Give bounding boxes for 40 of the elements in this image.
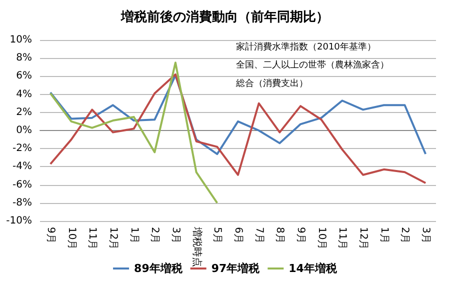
x-tick-label: 11月: [336, 227, 348, 250]
legend-label: 97年増税: [211, 262, 261, 275]
x-tick-label: 1月: [128, 227, 140, 244]
x-tick-label: 1月: [378, 227, 390, 244]
y-tick-label: -4%: [12, 161, 32, 172]
y-tick-label: -6%: [12, 179, 32, 190]
x-tick-label: 12月: [358, 227, 369, 250]
y-tick-label: 8%: [16, 52, 32, 64]
x-tick-label: 9月: [295, 227, 306, 244]
annotation: 家計消費水準指数（2010年基準）: [236, 42, 376, 53]
x-tick-label: 3月: [420, 227, 432, 244]
x-tick-label: 3月: [170, 227, 181, 244]
y-tick-label: 2%: [16, 106, 32, 118]
y-tick-label: 0%: [16, 125, 32, 136]
x-tick-label: 2月: [399, 227, 410, 244]
x-tick-label: 2月: [149, 227, 160, 244]
x-tick-label: 11月: [86, 227, 98, 250]
x-tick-label: 7月: [253, 227, 264, 244]
legend-label: 14年増税: [288, 262, 338, 275]
y-tick-label: 6%: [16, 70, 32, 82]
x-tick-label: 10月: [316, 227, 327, 250]
x-tick-label: 8月: [274, 227, 286, 244]
y-tick-label: -2%: [12, 143, 32, 154]
annotation: 全国、二人以上の世帯（農林漁家含）: [236, 60, 389, 71]
line-series: [49, 62, 218, 204]
y-tick-label: -10%: [6, 216, 32, 226]
annotation: 総合（消費支出）: [235, 78, 308, 89]
y-tick-label: -8%: [12, 197, 32, 208]
line-series: [49, 73, 427, 184]
x-tick-label: 増税時点: [190, 226, 203, 267]
x-tick-label: 9月: [44, 227, 56, 244]
x-tick-label: 10月: [66, 227, 77, 250]
legend-label: 89年増税: [134, 262, 184, 275]
line-series: [49, 74, 427, 156]
x-tick-label: 5月: [212, 227, 223, 244]
y-tick-label: 4%: [16, 88, 32, 100]
x-tick-label: 12月: [107, 227, 118, 250]
chart-title: 増税前後の消費動向（前年同期比）: [120, 9, 329, 25]
x-tick-label: 6月: [232, 227, 244, 244]
y-tick-label: 10%: [10, 34, 32, 46]
